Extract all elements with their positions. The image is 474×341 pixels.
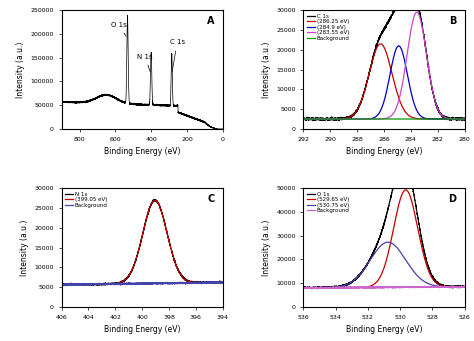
Text: O 1s: O 1s [111,22,127,36]
Y-axis label: Intensity (a.u.): Intensity (a.u.) [262,41,271,98]
Text: C: C [208,194,215,204]
Y-axis label: Intensity (a.u.): Intensity (a.u.) [262,219,271,276]
X-axis label: Binding Energy (eV): Binding Energy (eV) [104,147,181,156]
Legend: O 1s, (529.65 eV), (530.75 eV), Background: O 1s, (529.65 eV), (530.75 eV), Backgrou… [306,191,350,214]
Text: A: A [207,16,215,26]
Y-axis label: Intensity (a.u.): Intensity (a.u.) [16,41,25,98]
Text: N 1s: N 1s [137,54,153,72]
Legend: C 1s, (286.25 eV), (284.9 eV), (283.55 eV), Background: C 1s, (286.25 eV), (284.9 eV), (283.55 e… [306,13,350,41]
X-axis label: Binding Energy (eV): Binding Energy (eV) [346,147,422,156]
Text: C 1s: C 1s [170,40,185,72]
X-axis label: Binding Energy (eV): Binding Energy (eV) [346,325,422,334]
Y-axis label: Intensity (a.u.): Intensity (a.u.) [20,219,29,276]
Legend: N 1s, (399.05 eV), Background: N 1s, (399.05 eV), Background [64,191,109,208]
X-axis label: Binding Energy (eV): Binding Energy (eV) [104,325,181,334]
Text: B: B [449,16,456,26]
Text: D: D [448,194,456,204]
